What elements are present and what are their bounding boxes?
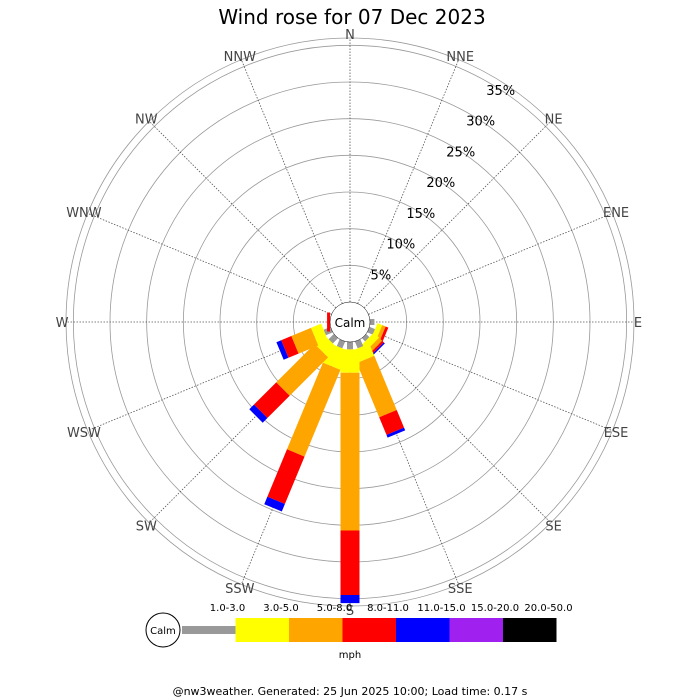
legend-label-1.0-3.0: 1.0-3.0	[210, 603, 245, 614]
bar-SSE-1.0-3.0	[354, 339, 364, 349]
direction-label-S: S	[346, 604, 354, 619]
bar-SSW-11.0-15.0	[264, 496, 285, 512]
direction-label-ENE: ENE	[603, 206, 629, 221]
grid-ring-outer	[65, 37, 635, 607]
spoke-NW	[148, 120, 337, 309]
direction-label-SSE: SSE	[448, 582, 473, 597]
calm-label: Calm	[335, 316, 366, 330]
legend-label-8.0-11.0: 8.0-11.0	[367, 603, 409, 614]
spoke-ESE	[368, 329, 613, 432]
spoke-SSE	[357, 340, 460, 585]
direction-label-SE: SE	[545, 520, 561, 535]
legend-swatch-11.0-15.0	[396, 618, 450, 642]
bar-SSE-8.0-11.0	[379, 410, 405, 435]
percent-label-10%: 10%	[386, 238, 415, 253]
bar-E-1.0-3.0	[370, 319, 375, 325]
bar-SSW-1.0-3.0	[336, 339, 346, 349]
legend-swatch-1.0-3.0	[182, 626, 236, 634]
direction-label-WSW: WSW	[67, 426, 101, 441]
bar-SSE-5.0-8.0	[356, 355, 397, 418]
legend-label-5.0-8.0: 5.0-8.0	[317, 603, 352, 614]
direction-label-NE: NE	[545, 112, 563, 127]
direction-label-ESE: ESE	[604, 426, 629, 441]
bar-SSW-5.0-8.0	[286, 362, 341, 457]
legend-label-20.0-50.0: 20.0-50.0	[524, 603, 572, 614]
bar-ESE-1.0-3.0	[367, 326, 376, 335]
direction-label-SSW: SSW	[225, 582, 255, 597]
bar-SSW-8.0-11.0	[267, 449, 305, 505]
bar-SW-8.0-11.0	[253, 382, 290, 419]
bar-S-8.0-11.0	[340, 530, 360, 595]
spoke-SE	[363, 335, 552, 524]
spoke-SW	[148, 335, 337, 524]
percent-label-25%: 25%	[446, 145, 475, 160]
direction-label-WNW: WNW	[66, 206, 102, 221]
bar-WSW-5.0-8.0	[291, 327, 319, 354]
legend-unit: mph	[339, 650, 361, 661]
spoke-NNW	[240, 59, 343, 304]
bar-SW-5.0-8.0	[276, 343, 329, 396]
legend-calm-circle	[145, 612, 181, 648]
legend-swatch-3.0-5.0	[235, 618, 289, 642]
calm-circle	[329, 301, 371, 343]
spoke-WSW	[87, 329, 332, 432]
spoke-NNE	[357, 59, 460, 304]
legend-calm-label: Calm	[150, 626, 176, 637]
bar-W-8.0-11.0	[327, 312, 330, 332]
wind-bars	[249, 312, 406, 604]
bar-WSW-8.0-11.0	[281, 336, 299, 358]
percent-label-20%: 20%	[426, 176, 455, 191]
direction-label-E: E	[634, 316, 642, 331]
direction-spokes	[66, 38, 634, 606]
direction-label-N: N	[345, 28, 355, 43]
legend-label-15.0-20.0: 15.0-20.0	[471, 603, 519, 614]
direction-labels: N NNE NE ENE E ESE SE SSE S SSW SW WSW W WNW NW NNW	[56, 28, 643, 619]
chart-title: Wind rose for 07 Dec 2023	[218, 5, 485, 29]
legend-swatch-8.0-11.0	[342, 618, 396, 642]
spoke-NE	[363, 120, 552, 309]
bar-WSW-3.0-5.0	[310, 323, 329, 346]
percent-label-5%: 5%	[371, 268, 392, 283]
percent-labels: 5% 10% 15% 20% 25% 30% 35%	[371, 84, 516, 284]
bar-SW-1.0-3.0	[328, 334, 338, 344]
bar-SSE-11.0-15.0	[386, 427, 406, 438]
percent-label-15%: 15%	[406, 207, 435, 222]
calm-center: Calm	[329, 301, 371, 343]
spoke-WNW	[87, 212, 332, 315]
footer-text: @nw3weather. Generated: 25 Jun 2025 10:0…	[173, 685, 528, 698]
direction-label-NNW: NNW	[224, 50, 256, 65]
spoke-ENE	[368, 212, 613, 315]
bar-SE-1.0-3.0	[362, 334, 370, 342]
percent-label-30%: 30%	[466, 115, 495, 130]
bar-SE-11.0-15.0	[370, 342, 385, 357]
legend-label-11.0-15.0: 11.0-15.0	[417, 603, 465, 614]
legend-swatch-15.0-20.0	[449, 618, 503, 642]
bar-S-1.0-3.0	[347, 342, 353, 350]
direction-label-NNE: NNE	[446, 50, 474, 65]
legend-label-3.0-5.0: 3.0-5.0	[263, 603, 298, 614]
bar-SW-11.0-15.0	[249, 404, 268, 423]
direction-label-NW: NW	[135, 112, 158, 127]
legend-swatch-20.0-50.0	[503, 618, 557, 642]
legend-bins: 1.0-3.0 3.0-5.0 5.0-8.0 8.0-11.0 11.0-15.0 15…	[182, 603, 573, 642]
speed-legend: Calm 1.0-3.0 3.0-5.0 5.0-8.0 8.0-11.0 11.0-1…	[145, 603, 573, 661]
direction-label-W: W	[56, 316, 69, 331]
legend-swatch-5.0-8.0	[289, 618, 343, 642]
bar-S-5.0-8.0	[340, 372, 360, 531]
bar-WSW-11.0-15.0	[276, 340, 289, 360]
percent-label-35%: 35%	[486, 84, 515, 99]
bar-S-11.0-15.0	[340, 595, 360, 604]
direction-label-SW: SW	[136, 520, 157, 535]
